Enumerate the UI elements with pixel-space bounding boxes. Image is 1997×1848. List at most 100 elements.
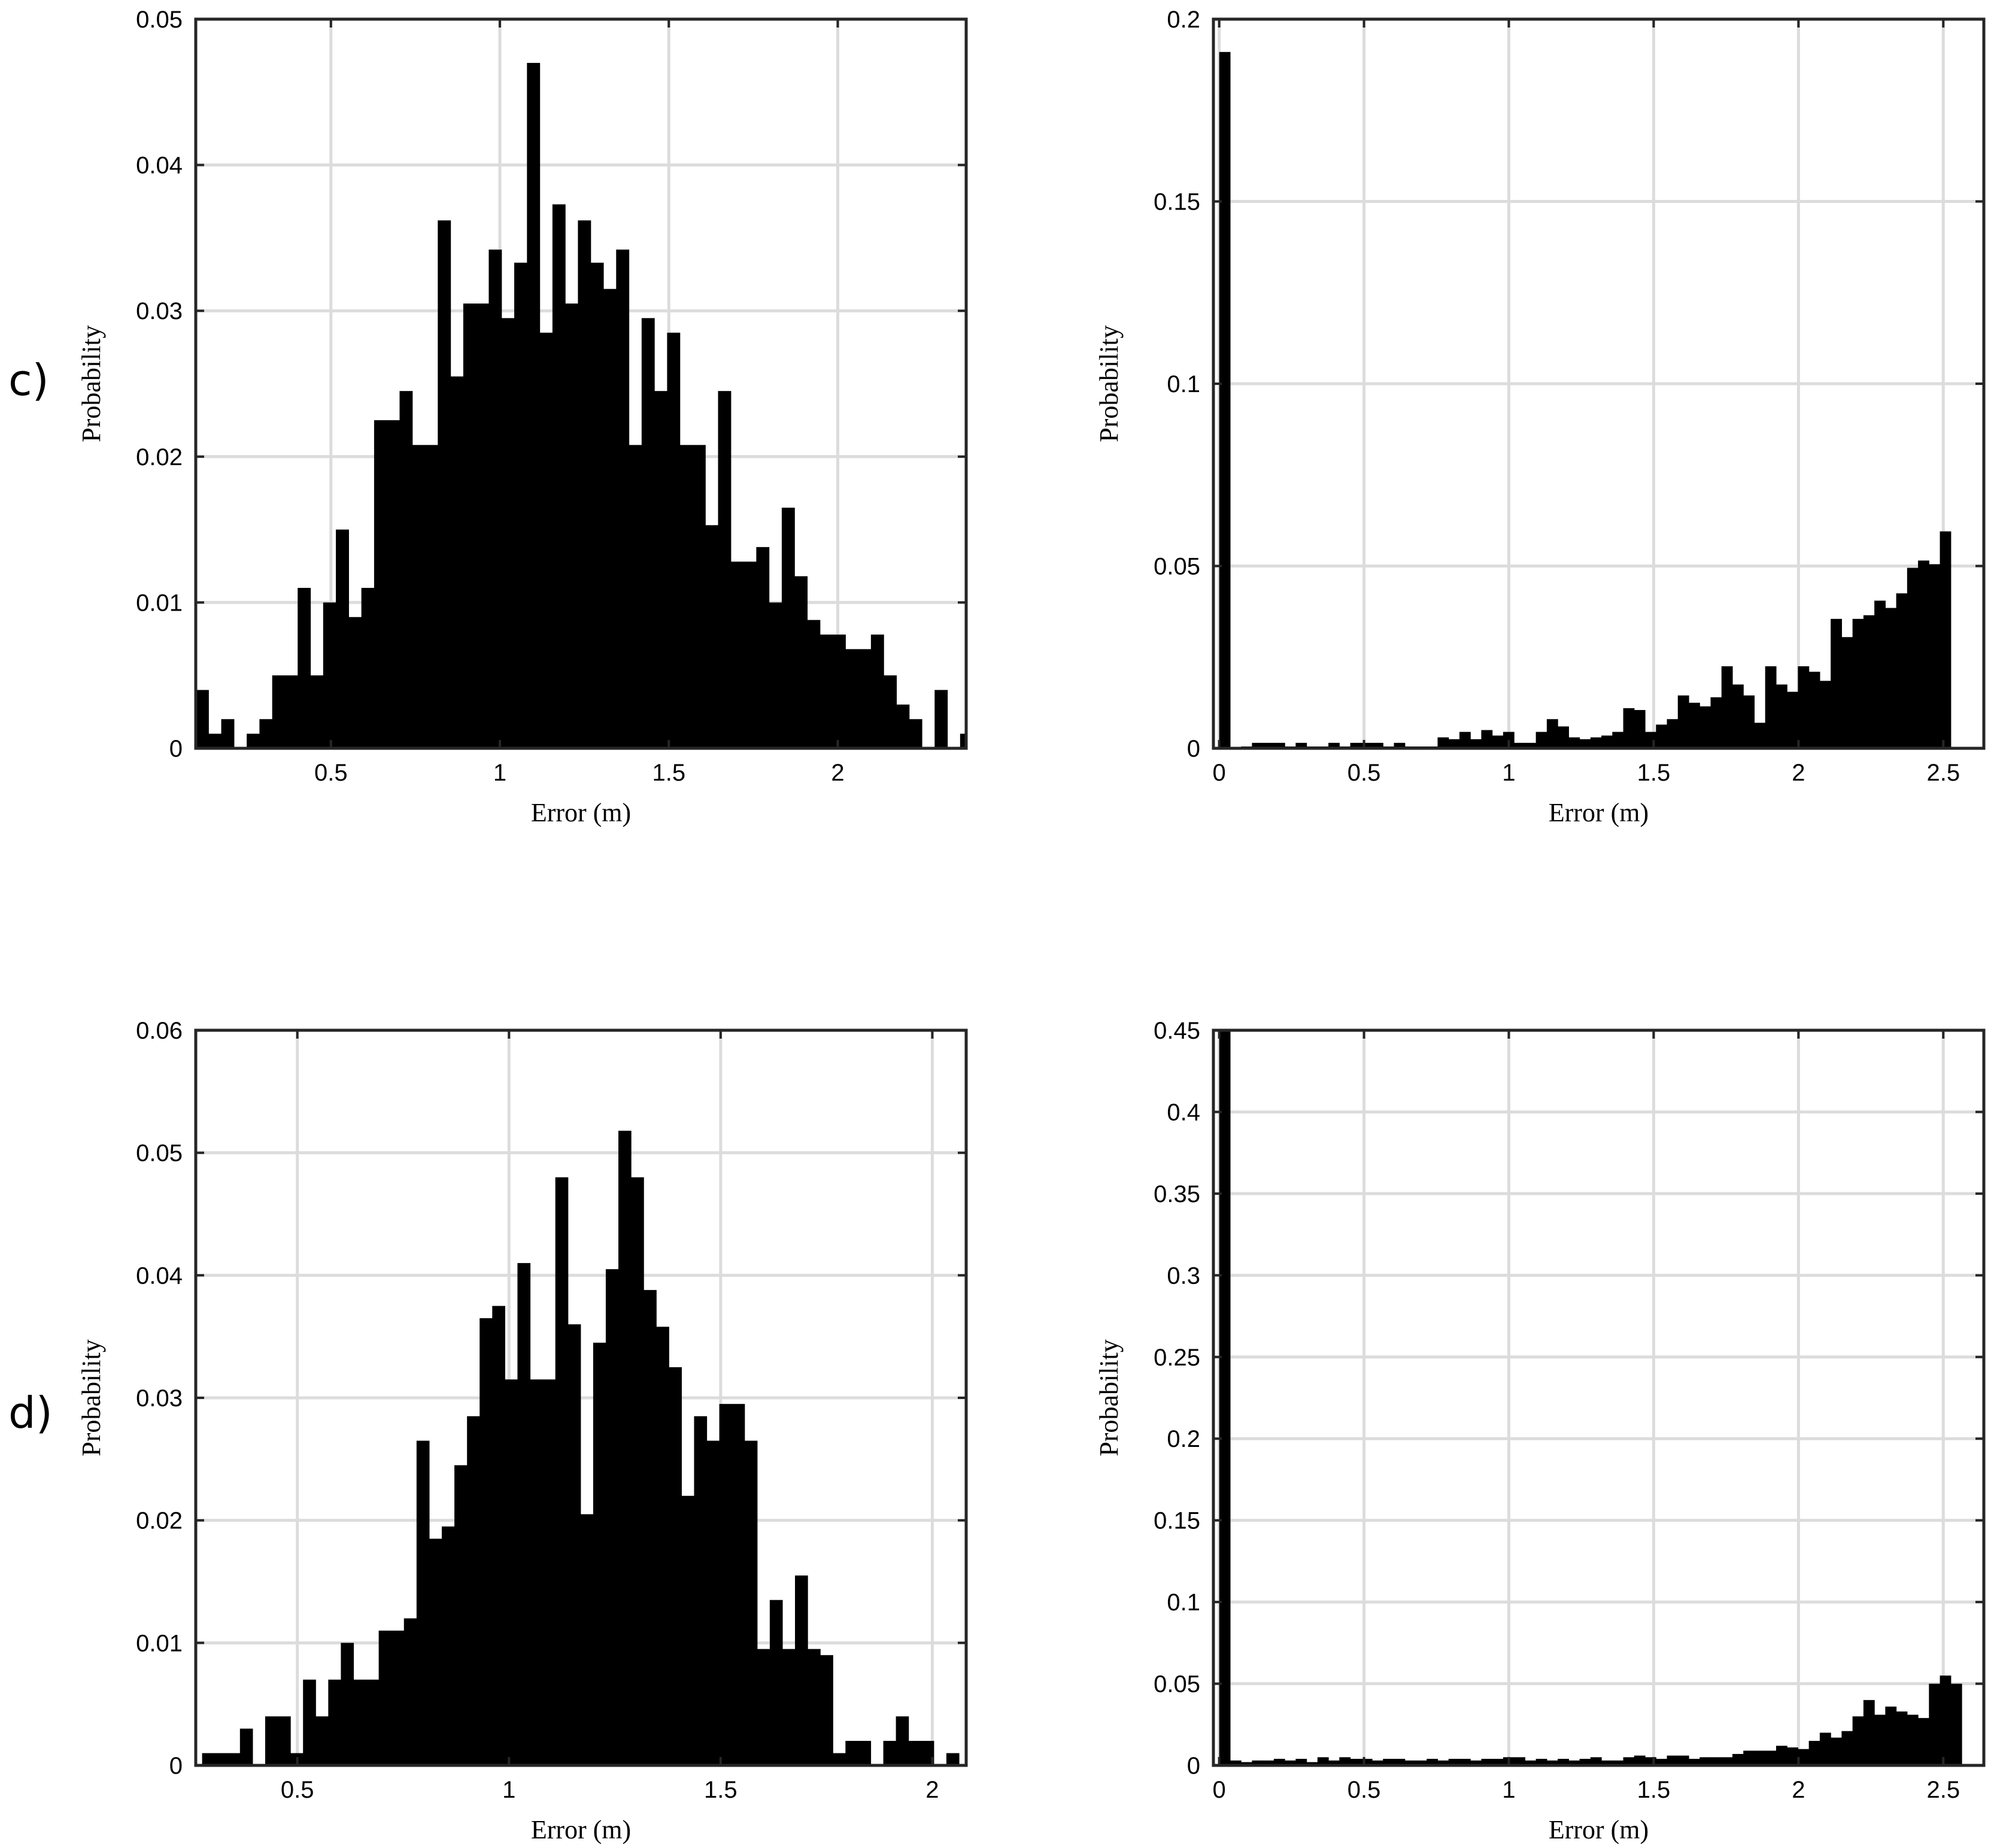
histogram-bar	[552, 204, 566, 748]
y-tick-label: 0.02	[136, 1508, 183, 1534]
histogram-bar	[265, 1716, 278, 1765]
x-axis-label: Error (m)	[1549, 1815, 1649, 1844]
histogram-bar	[1579, 1759, 1591, 1765]
histogram-bar	[1306, 1762, 1318, 1765]
x-tick-label: 1	[1502, 1777, 1515, 1803]
x-tick-label: 1	[1502, 760, 1515, 786]
histogram-bar	[1295, 742, 1307, 748]
histogram-bar	[1950, 1683, 1962, 1765]
histogram-bar	[387, 420, 400, 748]
y-tick-label: 0.35	[1154, 1181, 1200, 1207]
histogram-bar	[743, 562, 757, 748]
histogram-bar	[1710, 1757, 1722, 1765]
histogram-bar	[694, 1416, 708, 1765]
histogram-bar	[1689, 702, 1700, 749]
histogram-bar	[692, 445, 706, 748]
histogram-bar	[1656, 1759, 1668, 1765]
histogram-bar	[1546, 719, 1558, 748]
histogram-bar	[1776, 1746, 1787, 1765]
histogram-bar	[578, 220, 591, 748]
histogram-bar	[781, 508, 795, 748]
histogram-bar	[539, 332, 553, 748]
histogram-bar	[247, 733, 260, 748]
histogram-bar	[1765, 1750, 1777, 1765]
y-axis-label: Probability	[77, 325, 106, 442]
x-tick-label: 1	[493, 760, 506, 786]
histogram-bar	[476, 304, 490, 748]
y-tick-label: 0	[1187, 736, 1200, 762]
histogram-bar	[278, 1716, 291, 1765]
histogram-bar	[1546, 1760, 1558, 1765]
histogram-panel-c-right: 0 0.5 1 1.5 2 2.5 0 0.05 0.1 0.15 0.2 Error (m) Prob…	[1094, 7, 1986, 827]
histogram-bar	[1765, 666, 1777, 748]
histogram-bar	[845, 649, 859, 748]
histogram-bars-d-right	[1219, 1030, 1962, 1765]
x-tick-label: 2	[1792, 1777, 1805, 1803]
histogram-bar	[1470, 1760, 1482, 1765]
histogram-bar	[501, 318, 515, 748]
histogram-bar	[348, 617, 362, 748]
histogram-bar	[323, 602, 336, 748]
histogram-bar	[896, 704, 910, 748]
y-tick-label: 0.15	[1154, 1508, 1200, 1534]
histogram-bar	[1219, 51, 1231, 748]
histogram-bar	[1328, 742, 1340, 748]
histogram-bar	[1940, 531, 1952, 749]
x-tick-label: 1.5	[1637, 760, 1671, 786]
histogram-bar	[681, 1495, 695, 1765]
histogram-bar	[1831, 618, 1842, 748]
histogram-bar	[196, 690, 209, 748]
histogram-bar	[1590, 1757, 1602, 1765]
histogram-bar	[441, 1526, 455, 1765]
histogram-bar	[807, 620, 821, 748]
histogram-bar	[1437, 737, 1449, 748]
histogram-bar	[845, 1741, 858, 1765]
histogram-bar	[631, 1177, 644, 1765]
histogram-bar	[1667, 719, 1679, 748]
histogram-bar	[374, 420, 387, 748]
histogram-bar	[1372, 742, 1383, 748]
histogram-bar	[833, 1753, 846, 1765]
y-tick-label: 0.4	[1167, 1099, 1200, 1125]
histogram-bar	[1404, 1760, 1416, 1765]
histogram-bar	[883, 1741, 897, 1765]
histogram-bar	[909, 719, 922, 748]
histogram-bar	[259, 719, 273, 748]
histogram-bar	[514, 262, 527, 748]
histogram-bar	[1776, 684, 1787, 749]
histogram-bar	[425, 445, 438, 748]
histogram-bar	[1481, 730, 1493, 748]
x-tick-label: 0.5	[281, 1777, 314, 1803]
histogram-bar	[1918, 1717, 1929, 1765]
histogram-bar	[1590, 737, 1602, 748]
histogram-bar	[744, 1440, 758, 1765]
histogram-bar	[667, 332, 681, 748]
histogram-bar	[1721, 1757, 1733, 1765]
histogram-bar	[1568, 1760, 1580, 1765]
x-tick-label: 0.5	[1347, 1777, 1381, 1803]
histogram-bars-c-left	[196, 63, 967, 749]
histogram-bar	[412, 445, 426, 748]
x-tick-label: 1.5	[1637, 1777, 1671, 1803]
histogram-bar	[1525, 742, 1537, 748]
histogram-panels: 0.5 1 1.5 2 0 0.01 0.02 0.03 0.04 0.05 Error (m) Pr…	[77, 7, 1986, 1844]
histogram-bar	[960, 733, 967, 748]
x-axis-label: Error (m)	[531, 1815, 631, 1844]
histogram-bar	[463, 304, 477, 748]
histogram-bar	[1448, 1759, 1460, 1765]
row-label-c: c)	[8, 355, 49, 405]
histogram-bar	[1262, 742, 1274, 748]
histogram-bar	[1732, 1753, 1744, 1765]
histogram-bar	[1437, 1760, 1449, 1765]
histogram-bar	[605, 1269, 619, 1765]
histogram-bar	[366, 1679, 380, 1765]
y-tick-label: 0.05	[136, 1140, 183, 1167]
row-label-d: d)	[8, 1388, 53, 1438]
histogram-bar	[580, 1514, 594, 1765]
histogram-bar	[227, 1753, 241, 1765]
histogram-bar	[1929, 1683, 1941, 1765]
histogram-bar	[303, 1679, 316, 1765]
histogram-bar	[769, 602, 782, 748]
y-tick-label: 0.45	[1154, 1018, 1200, 1044]
